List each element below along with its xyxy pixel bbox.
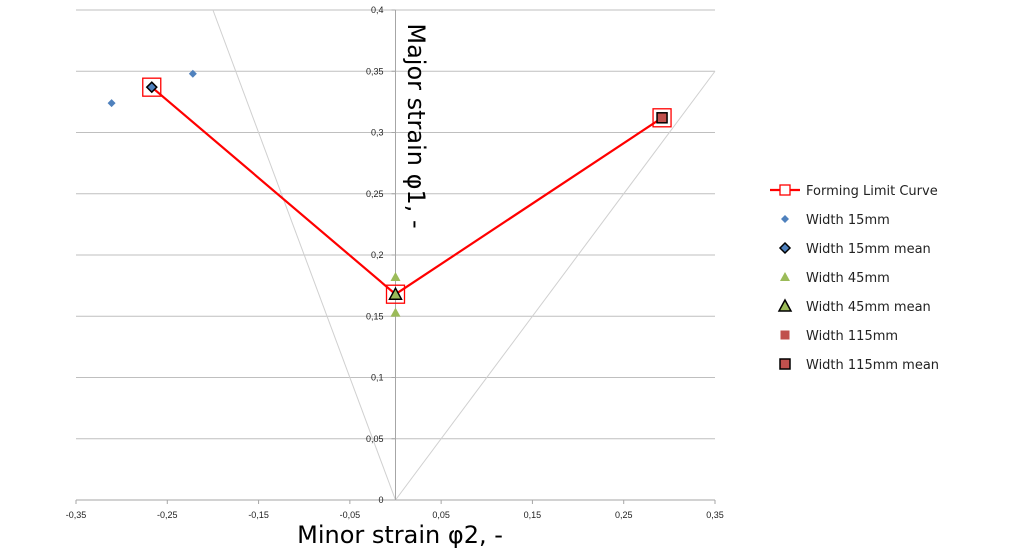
y-tick-label: 0,15 (366, 311, 384, 321)
forming-limit-curve-point (142, 77, 162, 97)
y-axis-title: Major strain φ1, - (402, 23, 430, 228)
y-tick-label: 0,35 (366, 66, 384, 76)
reference-line (395, 70, 716, 501)
x-tick-label: -0,35 (66, 510, 87, 520)
y-tick-labels: 0 0,05 0,1 0,15 0,2 0,25 0,3 0,35 0,4 (366, 5, 384, 505)
x-axis-title: Minor strain φ2, - (297, 521, 503, 549)
data-point (390, 307, 401, 317)
legend-entry: Width 15mm (781, 213, 890, 228)
data-point (107, 99, 116, 108)
x-tick-label: -0,25 (157, 510, 178, 520)
legend-entry: Width 115mm mean (779, 358, 939, 373)
y-tick-label: 0,3 (371, 128, 384, 138)
reference-line (212, 9, 396, 501)
legend-entry: Forming Limit Curve (770, 184, 938, 199)
legend-swatch-marker (777, 298, 793, 312)
y-tick-label: 0 (378, 495, 383, 505)
reference-lines (212, 9, 716, 501)
data-point (656, 112, 668, 124)
data-point (188, 69, 197, 78)
x-tick-label: 0,05 (432, 510, 450, 520)
legend-label: Width 115mm (806, 329, 898, 344)
y-tick-label: 0,2 (371, 250, 384, 260)
legend-swatch-marker (781, 215, 789, 223)
plot-series (107, 69, 672, 317)
forming-limit-curve-point (385, 284, 406, 304)
y-tick-label: 0,4 (371, 5, 384, 15)
legend-entry: Width 115mm (780, 329, 898, 344)
legend-swatch-marker (779, 358, 791, 370)
data-point (145, 81, 158, 94)
forming-limit-curve-point (652, 108, 672, 128)
y-tick-label: 0,1 (371, 373, 384, 383)
legend-swatch-marker (778, 241, 792, 255)
legend-label: Width 45mm mean (806, 300, 931, 315)
legend: Forming Limit Curve Width 15mm Width 15mm … (770, 184, 939, 373)
legend-entry: Width 15mm mean (778, 241, 931, 257)
x-tick-labels: -0,35 -0,25 -0,15 -0,05 0,05 0,15 0,25 0,35 (66, 510, 724, 520)
data-point (388, 286, 403, 300)
x-tick-label: 0,25 (615, 510, 633, 520)
legend-swatch-marker (780, 330, 790, 340)
legend-entry: Width 45mm mean (777, 298, 931, 315)
y-tick-label: 0,25 (366, 189, 384, 199)
y-tick-label: 0,05 (366, 434, 384, 444)
legend-label: Width 45mm (806, 271, 890, 286)
x-tick-label: -0,15 (248, 510, 269, 520)
legend-swatch-marker (780, 272, 790, 281)
x-tick-label: -0,05 (340, 510, 361, 520)
x-tick-label: 0,15 (524, 510, 542, 520)
data-point (390, 272, 401, 282)
legend-swatch-marker (779, 184, 791, 196)
axes (75, 9, 716, 504)
legend-entry: Width 45mm (780, 271, 890, 286)
legend-label: Width 115mm mean (806, 358, 939, 373)
legend-label: Width 15mm (806, 213, 890, 228)
legend-label: Width 15mm mean (806, 242, 931, 257)
x-tick-label: 0,35 (706, 510, 724, 520)
legend-label: Forming Limit Curve (806, 184, 938, 199)
